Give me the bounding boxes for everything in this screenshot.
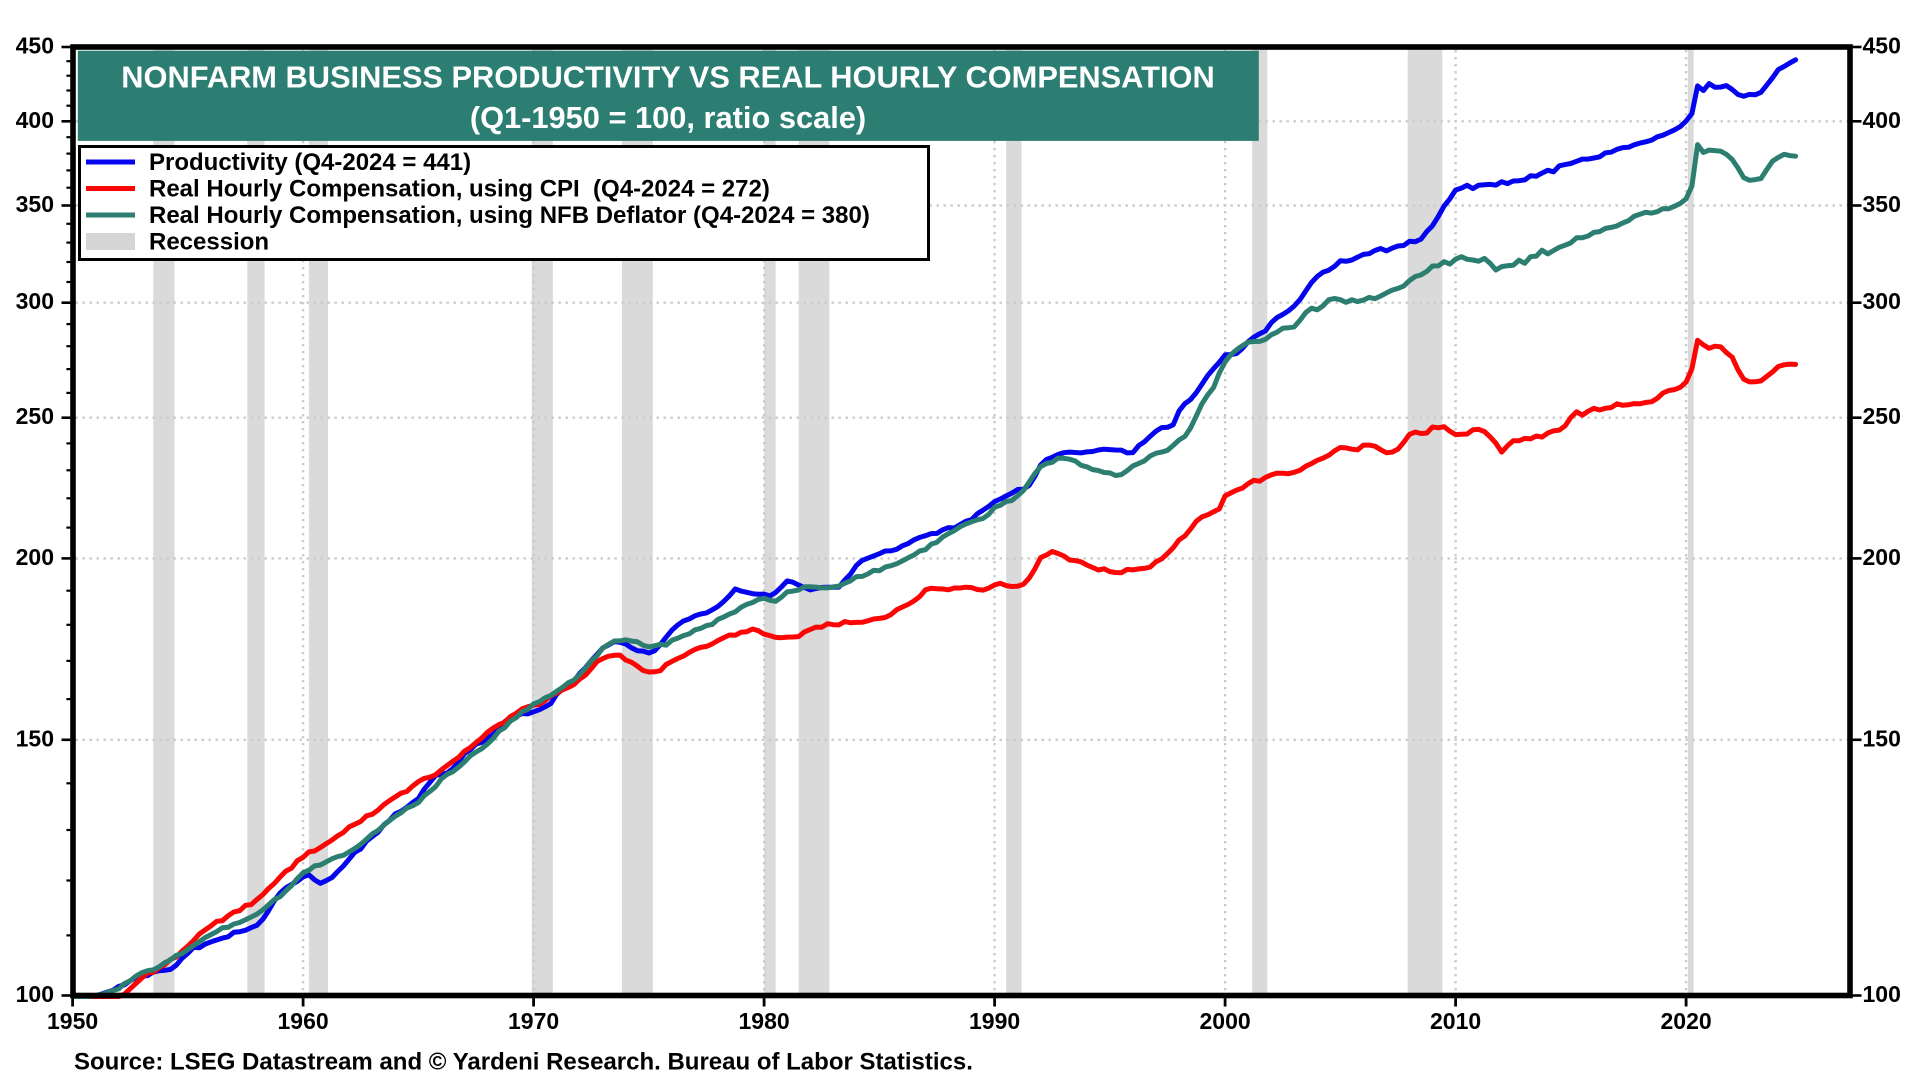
svg-text:1980: 1980 bbox=[739, 1008, 790, 1034]
svg-text:100: 100 bbox=[16, 981, 54, 1007]
svg-text:1960: 1960 bbox=[278, 1008, 329, 1034]
svg-text:150: 150 bbox=[1863, 725, 1901, 751]
svg-text:450: 450 bbox=[16, 33, 54, 59]
svg-text:300: 300 bbox=[16, 288, 54, 314]
svg-text:Source: LSEG Datastream and ©: Source: LSEG Datastream and © Yardeni Re… bbox=[74, 1049, 973, 1076]
svg-text:250: 250 bbox=[1863, 403, 1901, 429]
svg-text:2020: 2020 bbox=[1661, 1008, 1712, 1034]
svg-text:Real Hourly Compensation, usin: Real Hourly Compensation, using CPI (Q4-… bbox=[149, 176, 770, 203]
svg-text:200: 200 bbox=[1863, 544, 1901, 570]
svg-text:2010: 2010 bbox=[1430, 1008, 1481, 1034]
svg-text:200: 200 bbox=[16, 544, 54, 570]
svg-text:300: 300 bbox=[1863, 288, 1901, 314]
svg-text:350: 350 bbox=[16, 191, 54, 217]
svg-text:Recession: Recession bbox=[149, 229, 269, 256]
svg-text:2000: 2000 bbox=[1200, 1008, 1251, 1034]
svg-text:100: 100 bbox=[1863, 981, 1901, 1007]
svg-text:400: 400 bbox=[16, 107, 54, 133]
svg-text:400: 400 bbox=[1863, 107, 1901, 133]
svg-text:250: 250 bbox=[16, 403, 54, 429]
svg-text:450: 450 bbox=[1863, 33, 1901, 59]
svg-text:Productivity (Q4-2024 = 441): Productivity (Q4-2024 = 441) bbox=[149, 149, 471, 176]
svg-text:1950: 1950 bbox=[47, 1008, 98, 1034]
svg-text:150: 150 bbox=[16, 725, 54, 751]
svg-text:NONFARM BUSINESS PRODUCTIVITY: NONFARM BUSINESS PRODUCTIVITY VS REAL HO… bbox=[121, 60, 1214, 95]
svg-text:1990: 1990 bbox=[969, 1008, 1020, 1034]
svg-text:1970: 1970 bbox=[508, 1008, 559, 1034]
svg-text:(Q1-1950 = 100, ratio scale): (Q1-1950 = 100, ratio scale) bbox=[470, 100, 866, 135]
svg-text:Real Hourly Compensation, usin: Real Hourly Compensation, using NFB Defl… bbox=[149, 202, 870, 229]
svg-text:350: 350 bbox=[1863, 191, 1901, 217]
